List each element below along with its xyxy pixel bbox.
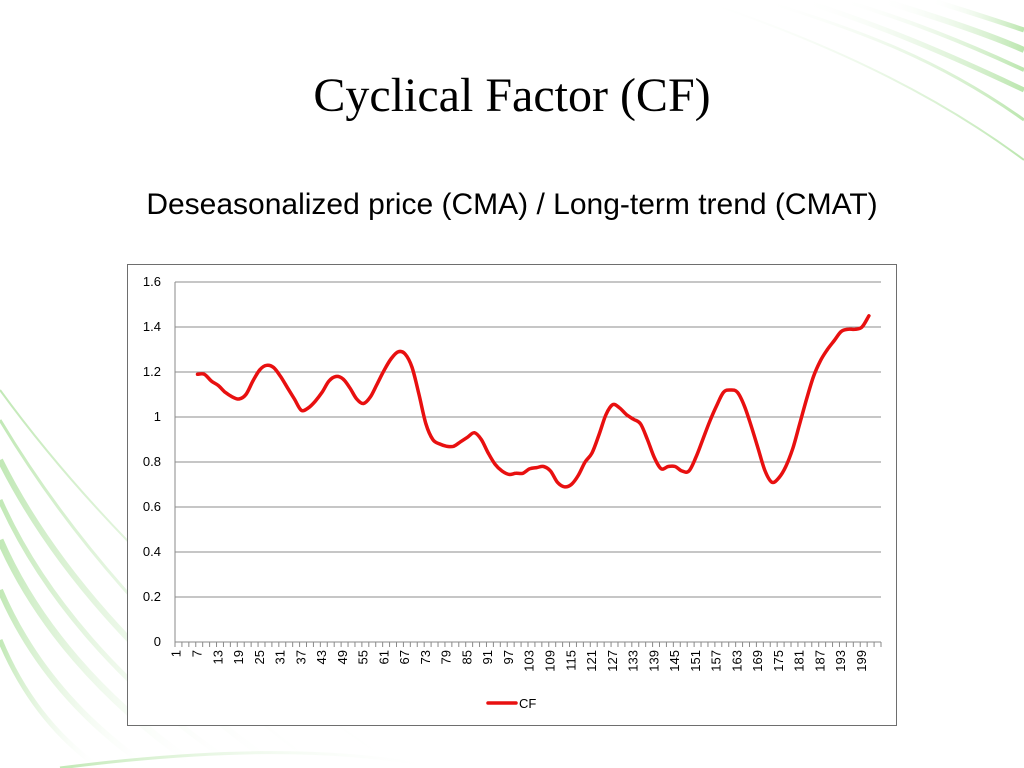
x-tick-label: 103 bbox=[522, 650, 537, 672]
x-tick-label: 97 bbox=[501, 650, 516, 664]
x-tick-label: 115 bbox=[563, 650, 578, 671]
x-tick-label: 1 bbox=[169, 650, 184, 657]
x-tick-label: 199 bbox=[854, 650, 869, 672]
x-tick-label: 31 bbox=[273, 650, 288, 664]
x-tick-label: 181 bbox=[792, 650, 807, 672]
y-tick-label: 0.2 bbox=[143, 589, 161, 604]
y-tick-label: 0.4 bbox=[143, 544, 161, 559]
x-tick-label: 151 bbox=[688, 650, 703, 672]
x-tick-label: 127 bbox=[605, 650, 620, 672]
x-tick-label: 19 bbox=[231, 650, 246, 664]
x-tick-label: 193 bbox=[833, 650, 848, 672]
x-tick-label: 133 bbox=[626, 650, 641, 672]
decorative-swoosh-top-right bbox=[699, 0, 1024, 161]
slide-title: Cyclical Factor (CF) bbox=[313, 69, 711, 122]
x-tick-label: 79 bbox=[439, 650, 454, 664]
x-tick-label: 37 bbox=[293, 650, 308, 664]
x-tick-label: 121 bbox=[584, 650, 599, 672]
x-tick-label: 61 bbox=[376, 650, 391, 664]
y-tick-label: 0.6 bbox=[143, 499, 161, 514]
chart-container: 0 0.2 0.4 0.6 0.8 1 1.2 1.4 1.6 1 7 13 19 25 31 37 43 49 5… bbox=[127, 264, 897, 726]
x-tick-label: 145 bbox=[667, 650, 682, 672]
x-tick-label: 85 bbox=[459, 650, 474, 664]
line-chart: 00.20.40.60.811.21.41.61 7 13 19 25 31 37 43 49 5… bbox=[143, 274, 882, 711]
x-tick-label: 109 bbox=[543, 650, 558, 672]
x-tick-label: 67 bbox=[397, 650, 412, 664]
x-tick-label: 73 bbox=[418, 650, 433, 664]
x-tick-label: 169 bbox=[750, 650, 765, 672]
x-tick-label: 55 bbox=[356, 650, 371, 664]
y-tick-label: 1 bbox=[154, 409, 161, 424]
x-tick-label: 163 bbox=[729, 650, 744, 672]
x-tick-label: 43 bbox=[314, 650, 329, 664]
x-tick-label: 187 bbox=[812, 650, 827, 672]
y-tick-label: 1.2 bbox=[143, 364, 161, 379]
x-tick-label: 25 bbox=[252, 650, 267, 664]
x-tick-label: 13 bbox=[210, 650, 225, 664]
y-tick-label: 1.4 bbox=[143, 319, 161, 334]
x-tick-label: 91 bbox=[480, 650, 495, 664]
x-tick-label: 49 bbox=[335, 650, 350, 664]
legend-label: CF bbox=[519, 696, 536, 711]
x-tick-label: 157 bbox=[709, 650, 724, 672]
series-line-cf bbox=[195, 314, 871, 489]
x-tick-label: 175 bbox=[771, 650, 786, 672]
x-tick-label: 7 bbox=[190, 650, 205, 657]
slide-subtitle: Deseasonalized price (CMA) / Long-term t… bbox=[146, 188, 878, 221]
x-tick-label: 139 bbox=[646, 650, 661, 672]
y-tick-label: 0.8 bbox=[143, 454, 161, 469]
y-tick-label: 0 bbox=[154, 634, 161, 649]
y-tick-label: 1.6 bbox=[143, 274, 161, 289]
